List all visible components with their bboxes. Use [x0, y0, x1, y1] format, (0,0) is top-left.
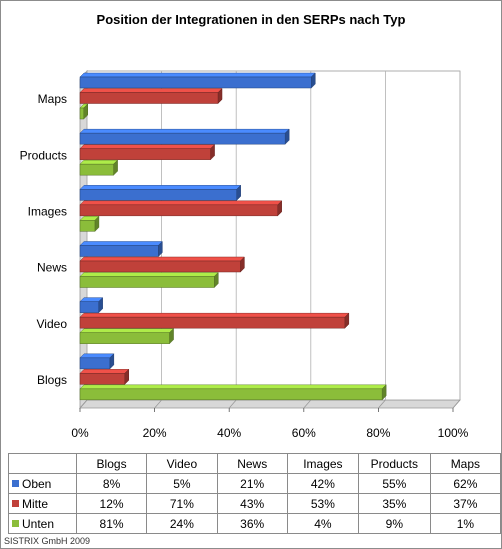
table-cell: 53% — [286, 493, 359, 514]
legend-entry: Unten — [8, 513, 77, 534]
table-cell: 21% — [216, 473, 288, 494]
gridline-floor — [452, 399, 461, 409]
y-category-label: Images — [28, 204, 67, 218]
legend-swatch — [12, 479, 19, 487]
table-cell: 4% — [286, 513, 359, 534]
plot-floor — [79, 399, 461, 409]
y-category-label: News — [37, 261, 67, 275]
table-column-header: Blogs — [75, 453, 148, 474]
bar-chart: 0% 20% 40% 60% 80% 100% Blogs Video News Images Pr… — [20, 69, 469, 440]
data-table: Blogs Video News Images Products Maps Oben 8% 5… — [8, 453, 502, 534]
table-column-header: Products — [357, 453, 431, 474]
bar-mitte-news — [79, 256, 245, 273]
table-cell: 35% — [357, 493, 431, 514]
table-cell: 12% — [75, 493, 148, 514]
y-category-label: Maps — [38, 92, 67, 106]
footer-credit: SISTRIX GmbH 2009 — [4, 536, 91, 546]
x-tick-label: 40% — [217, 426, 241, 440]
table-cell: 9% — [357, 513, 431, 534]
bar-unten-video — [79, 328, 175, 345]
x-tick-label: 100% — [438, 426, 469, 440]
bar-oben-video — [79, 297, 104, 314]
table-cell: 71% — [146, 493, 218, 514]
legend-label: Oben — [22, 476, 52, 491]
legend-swatch — [12, 519, 19, 527]
legend-entry: Oben — [8, 473, 77, 494]
legend-label: Mitte — [22, 496, 49, 511]
bar-oben-images — [79, 184, 242, 201]
table-column-header: News — [216, 453, 288, 474]
table-cell: 43% — [216, 493, 288, 514]
bar-oben-maps — [79, 72, 316, 89]
legend-swatch — [12, 499, 19, 507]
table-column-header: Images — [286, 453, 359, 474]
table-cell: 5% — [146, 473, 218, 494]
table-cell: 24% — [146, 513, 218, 534]
x-tick-label: 20% — [143, 426, 167, 440]
table-corner — [8, 453, 77, 474]
y-category-label: Video — [37, 317, 68, 331]
gridline-floor — [303, 399, 312, 409]
table-row: Oben 8% 5% 21% 42% 55% 62% — [8, 473, 502, 494]
gridline-floor — [79, 399, 88, 409]
table-cell: 55% — [357, 473, 431, 494]
legend-entry: Mitte — [8, 493, 77, 514]
bar-mitte-products — [79, 144, 216, 161]
table-cell: 42% — [286, 473, 359, 494]
table-cell: 1% — [429, 513, 502, 534]
table-column-header: Video — [146, 453, 218, 474]
bar-unten-products — [79, 159, 119, 176]
bar-mitte-images — [79, 200, 283, 217]
table-cell: 36% — [216, 513, 288, 534]
x-tick-label: 0% — [71, 426, 89, 440]
bar-mitte-video — [79, 312, 350, 329]
bar-unten-news — [79, 271, 219, 289]
y-category-label: Products — [20, 148, 67, 162]
bar-oben-blogs — [79, 353, 115, 370]
plot-back-wall — [86, 70, 461, 401]
legend-label: Unten — [22, 516, 55, 531]
table-cell: 62% — [429, 473, 502, 494]
gridline-floor — [228, 399, 237, 409]
bar-mitte-blogs — [79, 368, 130, 385]
table-cell: 81% — [75, 513, 148, 534]
bar-unten-blogs — [79, 384, 387, 401]
table-cell: 37% — [429, 493, 502, 514]
gridline-floor — [154, 399, 162, 409]
bar-oben-products — [79, 128, 290, 145]
table-row: Unten 81% 24% 36% 4% 9% 1% — [8, 513, 502, 534]
x-tick-label: 60% — [292, 426, 316, 440]
bar-unten-maps — [79, 103, 89, 120]
chart-title: Position der Integrationen in den SERPs … — [96, 12, 406, 27]
table-cell: 8% — [75, 473, 148, 494]
bar-unten-images — [79, 215, 100, 232]
bar-mitte-maps — [79, 87, 223, 105]
bar-oben-news — [79, 240, 163, 258]
y-category-label: Blogs — [37, 373, 67, 387]
table-column-header: Maps — [429, 453, 502, 474]
x-tick-label: 80% — [366, 426, 390, 440]
table-row: Mitte 12% 71% 43% 53% 35% 37% — [8, 493, 502, 514]
gridline-floor — [378, 399, 386, 409]
